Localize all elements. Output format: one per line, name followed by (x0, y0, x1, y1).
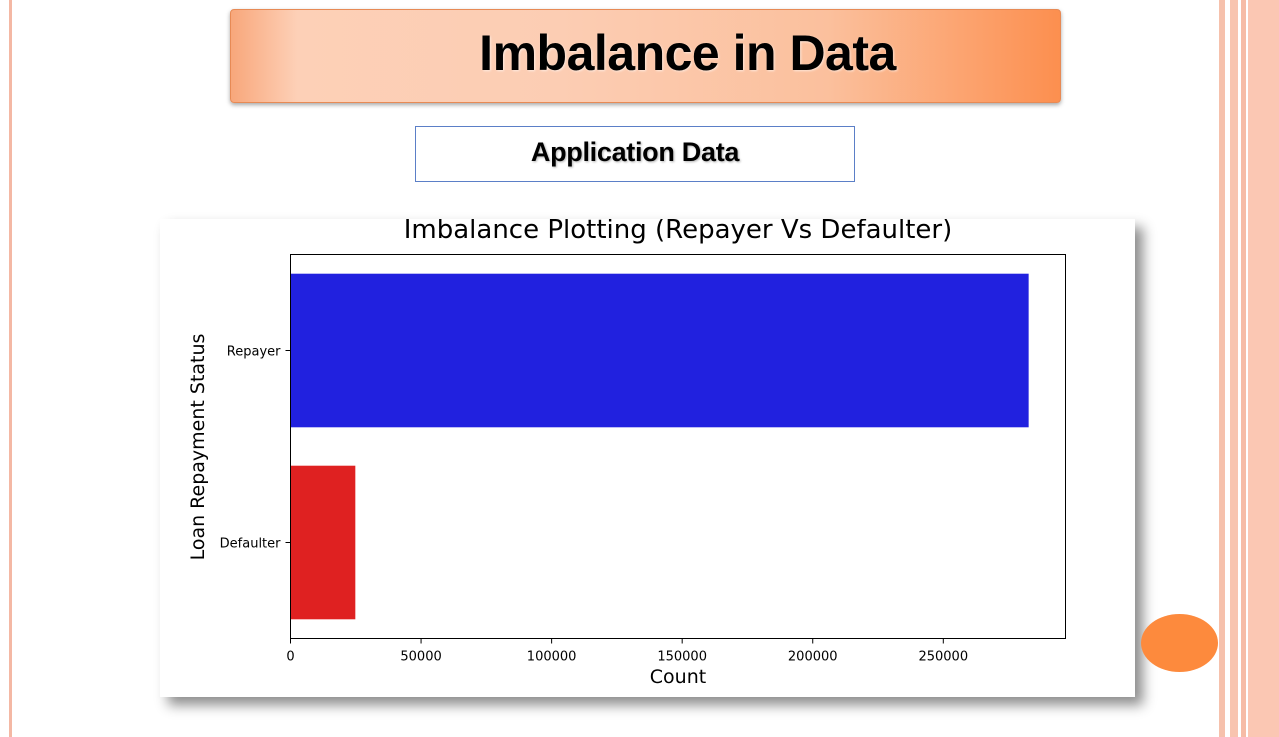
title-banner: Imbalance in Data (230, 9, 1061, 103)
bar-chart: Imbalance Plotting (Repayer Vs Defaulter… (187, 219, 1066, 688)
subtitle-box: Application Data (415, 126, 855, 182)
bar-repayer (290, 273, 1029, 428)
y-axis-label: Loan Repayment Status (187, 334, 209, 561)
x-tick-label: 150000 (657, 650, 707, 665)
left-border-line (9, 0, 12, 737)
y-tick-label: Repayer (227, 345, 281, 360)
x-axis-label: Count (650, 666, 706, 688)
slide-subtitle: Application Data (530, 137, 740, 167)
y-tick-label: Defaulter (220, 537, 281, 552)
x-ticks-group: 0 50000 100000 150000 200000 250000 (286, 638, 968, 665)
x-tick-label: 50000 (400, 650, 441, 665)
bar-defaulter (290, 465, 356, 620)
x-tick-label: 200000 (788, 650, 838, 665)
chart-card: Imbalance Plotting (Repayer Vs Defaulter… (160, 219, 1135, 697)
bars-group (290, 273, 1029, 620)
right-decorative-stripes (1219, 0, 1279, 737)
chart-title: Imbalance Plotting (Repayer Vs Defaulter… (404, 219, 953, 245)
slide-title: Imbalance in Data (479, 25, 896, 81)
orange-circle-decoration (1141, 614, 1218, 672)
plot-frame (290, 254, 1066, 639)
y-ticks-group: Repayer Defaulter (220, 345, 291, 552)
x-tick-label: 100000 (527, 650, 577, 665)
x-tick-label: 0 (286, 650, 294, 665)
x-tick-label: 250000 (918, 650, 968, 665)
